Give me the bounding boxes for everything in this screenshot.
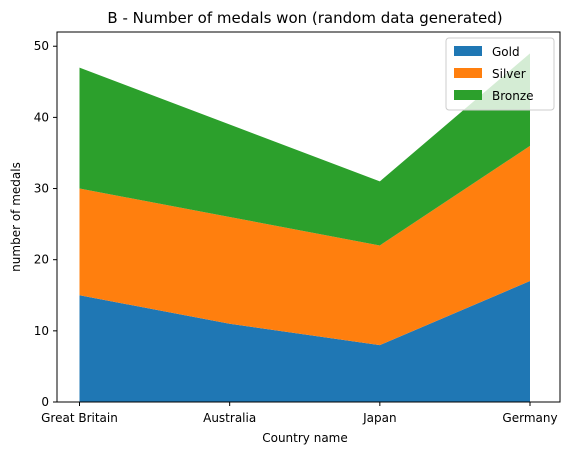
legend-label-silver: Silver <box>492 67 526 81</box>
legend-swatch-bronze <box>454 90 482 100</box>
area-gold <box>79 281 530 402</box>
legend-label-bronze: Bronze <box>492 89 534 103</box>
x-tick-label-germany: Germany <box>502 411 557 425</box>
area-silver <box>79 145 530 346</box>
y-axis: 0 10 20 30 40 50 <box>34 39 57 409</box>
legend-swatch-gold <box>454 46 482 56</box>
legend-label-gold: Gold <box>492 45 520 59</box>
x-axis-label: Country name <box>262 431 348 445</box>
area-series-group <box>79 53 530 402</box>
x-tick-label-japan: Japan <box>362 411 396 425</box>
chart-title: B - Number of medals won (random data ge… <box>107 9 502 27</box>
area-bronze <box>79 53 530 246</box>
plot-frame <box>56 31 561 403</box>
x-tick-label-australia: Australia <box>203 411 256 425</box>
y-tick-label-30: 30 <box>34 182 49 196</box>
y-axis-label: number of medals <box>9 162 23 272</box>
legend: Gold Silver Bronze <box>445 37 555 111</box>
legend-swatch-silver <box>454 68 482 78</box>
y-tick-label-10: 10 <box>34 324 49 338</box>
y-tick-label-0: 0 <box>41 395 49 409</box>
y-tick-label-40: 40 <box>34 110 49 124</box>
x-tick-label-great-britain: Great Britain <box>41 411 118 425</box>
y-tick-label-50: 50 <box>34 39 49 53</box>
y-tick-label-20: 20 <box>34 253 49 267</box>
x-axis: Great Britain Australia Japan Germany <box>41 402 558 425</box>
